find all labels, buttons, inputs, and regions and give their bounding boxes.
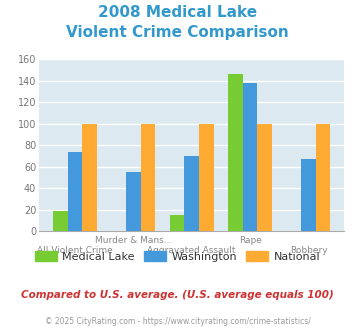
Text: Violent Crime Comparison: Violent Crime Comparison	[66, 25, 289, 40]
Text: All Violent Crime: All Violent Crime	[37, 246, 113, 255]
Text: Rape: Rape	[239, 236, 262, 245]
Bar	[126, 172, 141, 231]
Text: Murder & Mans...: Murder & Mans...	[94, 236, 172, 245]
Bar	[184, 156, 199, 231]
Text: 2008 Medical Lake: 2008 Medical Lake	[98, 5, 257, 20]
Bar	[141, 124, 155, 231]
Legend: Medical Lake, Washington, National: Medical Lake, Washington, National	[30, 247, 325, 267]
Bar	[67, 152, 82, 231]
Bar	[243, 83, 257, 231]
Text: Compared to U.S. average. (U.S. average equals 100): Compared to U.S. average. (U.S. average …	[21, 290, 334, 300]
Bar	[301, 159, 316, 231]
Text: © 2025 CityRating.com - https://www.cityrating.com/crime-statistics/: © 2025 CityRating.com - https://www.city…	[45, 317, 310, 326]
Bar	[257, 124, 272, 231]
Bar	[199, 124, 214, 231]
Text: Aggravated Assault: Aggravated Assault	[147, 246, 236, 255]
Bar	[228, 74, 243, 231]
Bar	[82, 124, 97, 231]
Bar	[53, 211, 67, 231]
Bar	[170, 215, 184, 231]
Text: Robbery: Robbery	[290, 246, 327, 255]
Bar	[316, 124, 331, 231]
